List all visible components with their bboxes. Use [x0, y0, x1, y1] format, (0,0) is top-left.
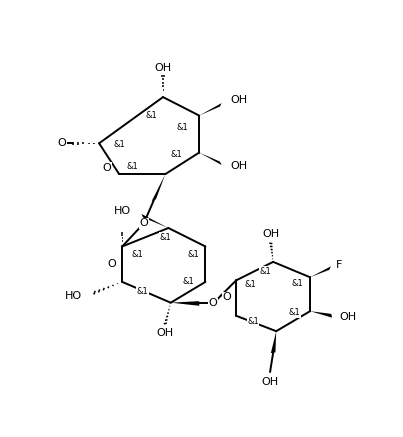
Text: OH: OH: [230, 161, 247, 171]
Polygon shape: [199, 153, 222, 165]
Text: &1: &1: [244, 281, 256, 289]
Text: &1: &1: [177, 123, 188, 132]
Text: &1: &1: [160, 233, 171, 242]
Text: O: O: [222, 292, 231, 302]
Polygon shape: [171, 301, 199, 306]
Text: &1: &1: [127, 162, 138, 171]
Text: O: O: [58, 138, 66, 148]
Text: &1: &1: [292, 279, 303, 288]
Text: &1: &1: [289, 308, 301, 317]
Polygon shape: [199, 103, 222, 115]
Text: O: O: [139, 218, 148, 229]
Text: &1: &1: [183, 277, 194, 286]
Text: &1: &1: [113, 140, 125, 149]
Text: O: O: [107, 259, 116, 269]
Text: &1: &1: [132, 250, 143, 259]
Text: &1: &1: [247, 317, 259, 326]
Text: OH: OH: [230, 95, 247, 105]
Text: &1: &1: [136, 287, 148, 296]
Text: &1: &1: [188, 250, 200, 259]
Text: HO: HO: [65, 291, 82, 301]
Text: O: O: [102, 163, 111, 173]
Polygon shape: [310, 266, 331, 277]
Text: &1: &1: [170, 149, 182, 159]
Text: OH: OH: [339, 312, 357, 323]
Polygon shape: [271, 331, 276, 353]
Text: OH: OH: [154, 63, 172, 73]
Text: OH: OH: [262, 229, 279, 239]
Text: HO: HO: [114, 206, 131, 216]
Text: F: F: [336, 260, 343, 270]
Polygon shape: [152, 174, 165, 201]
Text: &1: &1: [145, 111, 157, 120]
Text: OH: OH: [157, 328, 174, 338]
Polygon shape: [310, 311, 332, 318]
Text: &1: &1: [260, 267, 271, 276]
Text: OH: OH: [262, 377, 278, 387]
Text: O: O: [209, 298, 218, 309]
Polygon shape: [141, 214, 168, 228]
